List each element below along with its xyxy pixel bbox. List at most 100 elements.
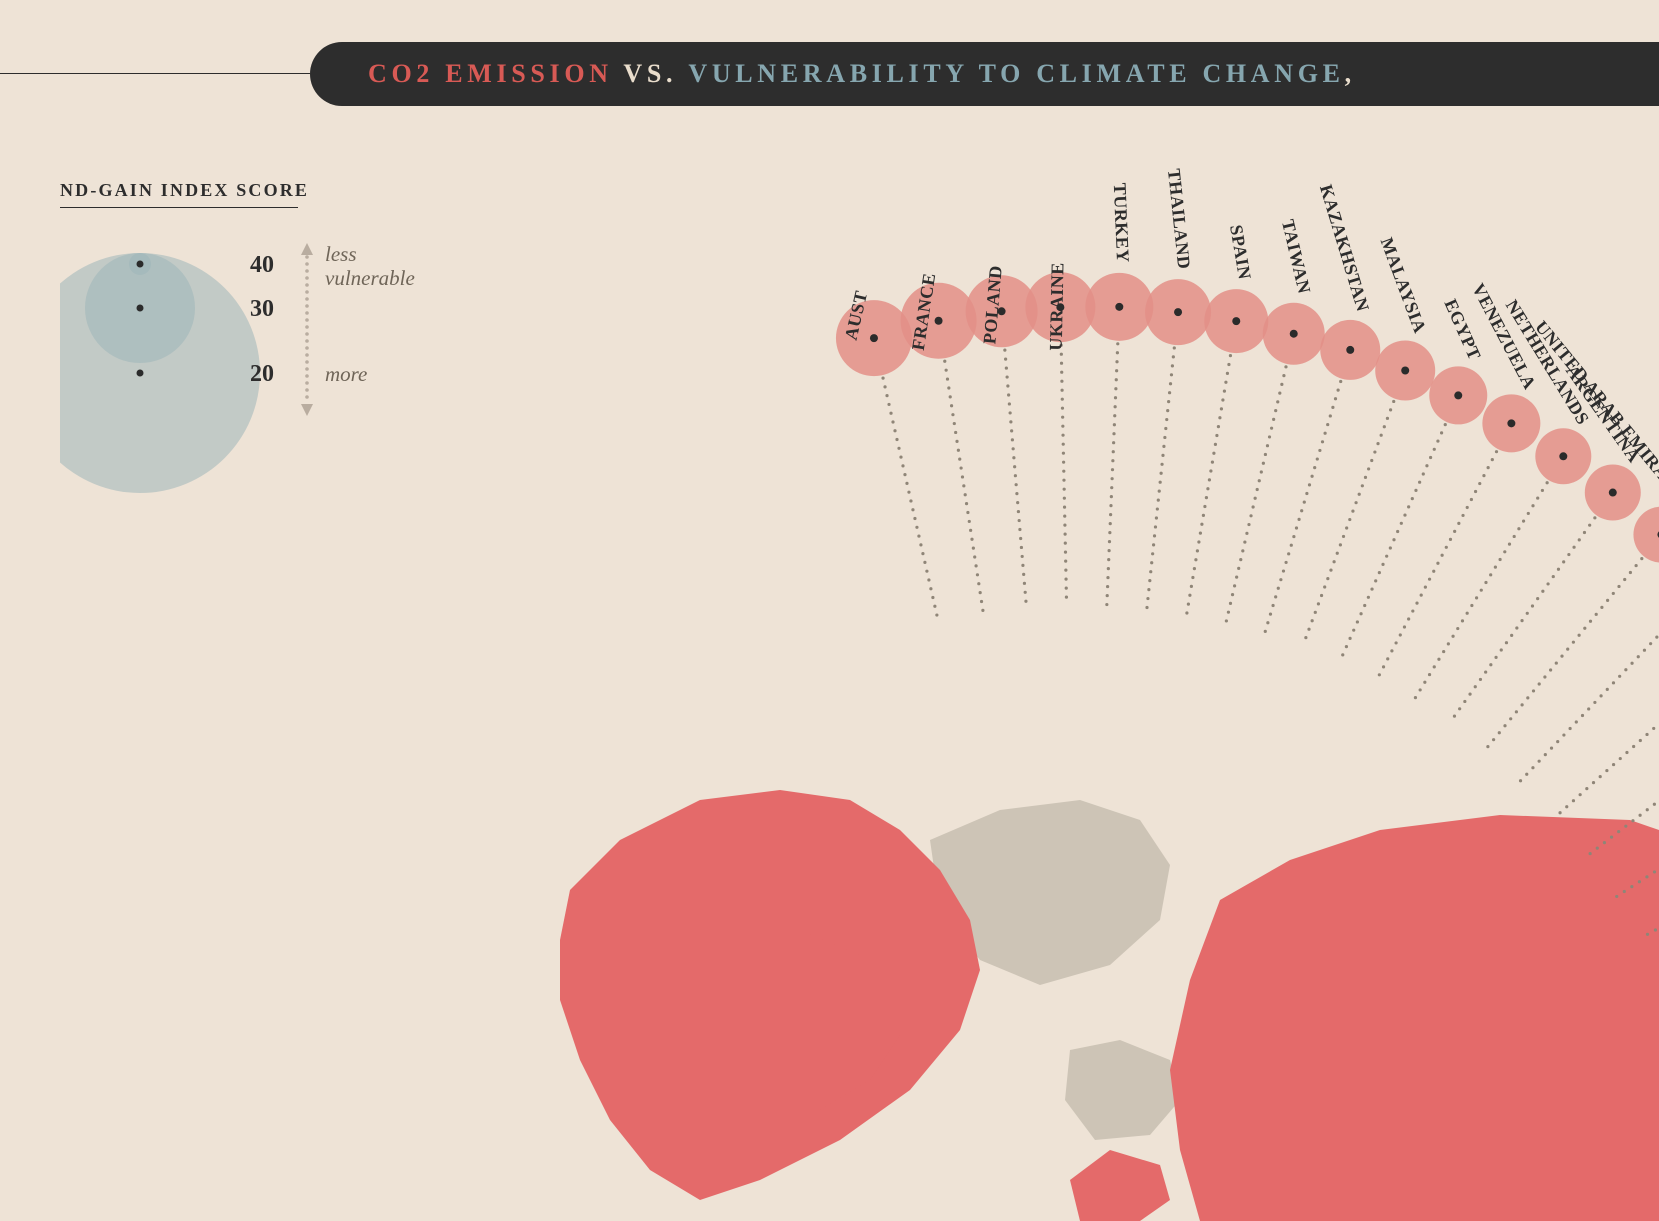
radial-dot (1557, 568, 1560, 571)
radial-dot (1161, 454, 1164, 457)
radial-dot (1227, 611, 1230, 614)
radial-dot (1146, 597, 1149, 600)
radial-dot (1380, 434, 1383, 437)
radial-dot (1531, 766, 1534, 769)
radial-dot (1495, 450, 1498, 453)
radial-dot (1151, 552, 1154, 555)
radial-dot (1006, 384, 1009, 387)
radial-dot (1062, 479, 1065, 482)
radial-dot (1531, 504, 1534, 507)
radial-dot (1243, 540, 1246, 543)
radial-dot (1022, 573, 1025, 576)
radial-dot (1235, 576, 1238, 579)
radial-dot (1271, 604, 1274, 607)
radial-dot (1163, 436, 1166, 439)
radial-dot (1009, 420, 1012, 423)
radial-dot (1637, 655, 1640, 658)
radial-dot (1021, 555, 1024, 558)
radial-dot (962, 484, 965, 487)
radial-dot (1646, 933, 1649, 936)
radial-dot (1638, 880, 1641, 883)
radial-dot (1491, 458, 1494, 461)
radial-dot (1264, 453, 1267, 456)
country-label: TURKEY (1110, 182, 1133, 263)
radial-dot (1519, 779, 1522, 782)
radial-dot (1019, 537, 1022, 540)
legend-dotted (305, 283, 309, 287)
radial-dot (1457, 522, 1460, 525)
radial-dot (1526, 612, 1529, 615)
radial-dot (1654, 928, 1657, 931)
radial-dot (1599, 694, 1602, 697)
radial-dot (1061, 434, 1064, 437)
radial-dot (1623, 578, 1626, 581)
radial-dot (1317, 602, 1320, 605)
radial-dot (1458, 707, 1461, 710)
country-dot (870, 334, 878, 342)
radial-dot (1474, 685, 1477, 688)
radial-dot (1390, 649, 1393, 652)
radial-dot (1247, 523, 1250, 526)
radial-dot (1212, 452, 1215, 455)
radial-dot (1432, 570, 1435, 573)
legend-dotted (305, 325, 309, 329)
radial-dot (1262, 462, 1265, 465)
radial-dot (1599, 775, 1602, 778)
radial-dot (1484, 581, 1487, 584)
radial-dot (1546, 582, 1549, 585)
radial-dot (1572, 799, 1575, 802)
radial-dot (1229, 354, 1232, 357)
radial-dot (901, 464, 904, 467)
radial-dot (1358, 493, 1361, 496)
radial-dot (923, 561, 926, 564)
radial-dot (1482, 474, 1485, 477)
radial-dot (1525, 773, 1528, 776)
radial-dot (1643, 649, 1646, 652)
radial-dot (1211, 461, 1214, 464)
radial-dot (1065, 596, 1068, 599)
radial-dot (1451, 635, 1454, 638)
radial-dot (1220, 407, 1223, 410)
radial-dot (1270, 427, 1273, 430)
radial-dot (1108, 531, 1111, 534)
radial-dot (1061, 398, 1064, 401)
legend-dotted (305, 374, 309, 378)
radial-dot (1503, 724, 1506, 727)
radial-dot (1623, 890, 1626, 893)
radial-dot (881, 376, 884, 379)
legend-score: 30 (250, 296, 274, 322)
radial-dot (1538, 760, 1541, 763)
radial-dot (1403, 513, 1406, 516)
radial-dot (1447, 642, 1450, 645)
radial-dot (1064, 551, 1067, 554)
radial-dot (1394, 641, 1397, 644)
radial-dot (1209, 469, 1212, 472)
radial-dot (1420, 594, 1423, 597)
radial-dot (1595, 613, 1598, 616)
title-vuln: VULNERABILITY TO CLIMATE CHANGE (688, 59, 1344, 89)
radial-dot (1171, 364, 1174, 367)
radial-dot (1214, 443, 1217, 446)
radial-dot (1612, 592, 1615, 595)
radial-dot (1233, 584, 1236, 587)
radial-dot (1606, 599, 1609, 602)
radial-dot (1489, 663, 1492, 666)
legend-title: ND-GAIN INDEX SCORE (60, 180, 480, 201)
radial-dot (1562, 560, 1565, 563)
radial-dot (1442, 650, 1445, 653)
radial-dot (1624, 668, 1627, 671)
radial-dot (1160, 472, 1163, 475)
radial-dot (1425, 464, 1428, 467)
radial-dot (1461, 514, 1464, 517)
radial-dot (1612, 763, 1615, 766)
legend-chart: 403020lessvulnerablemore (60, 208, 480, 508)
radial-dot (1352, 629, 1355, 632)
radial-dot (1386, 417, 1389, 420)
radial-dot (1165, 418, 1168, 421)
radial-dot (1018, 528, 1021, 531)
radial-dot (1269, 613, 1272, 616)
legend-dotted (305, 262, 309, 266)
radial-dot (1308, 483, 1311, 486)
radial-dot (1237, 567, 1240, 570)
radial-dot (1414, 489, 1417, 492)
